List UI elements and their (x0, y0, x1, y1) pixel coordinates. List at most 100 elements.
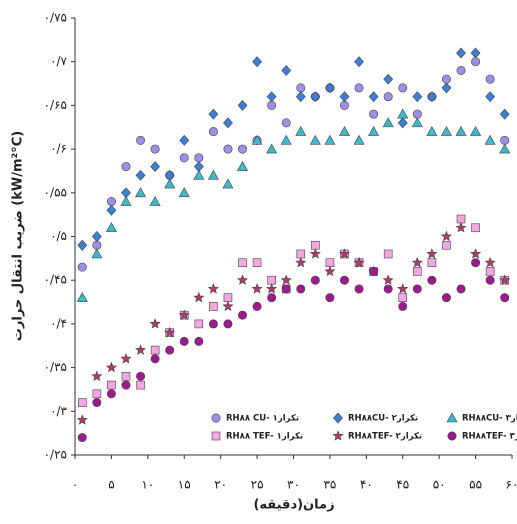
x-tick-label: ۱۰ (141, 478, 154, 492)
y-tick-label: ۰/۳۵ (44, 360, 67, 374)
point (398, 83, 408, 93)
point (77, 239, 88, 251)
point (91, 248, 103, 259)
point (121, 162, 131, 172)
point (500, 293, 510, 303)
point (441, 74, 451, 84)
point (91, 231, 102, 242)
point (208, 108, 219, 120)
point (76, 292, 88, 302)
x-tick-label: ۰ (72, 478, 78, 492)
point (339, 91, 350, 103)
legend-marker (447, 431, 457, 441)
point (455, 126, 467, 136)
point (281, 64, 292, 76)
point (338, 126, 350, 136)
point (383, 284, 393, 294)
point (165, 345, 175, 355)
point (238, 258, 247, 268)
point (194, 336, 204, 346)
point (252, 301, 262, 311)
legend-marker (332, 430, 344, 441)
x-axis-label: زمان(دقیقه) (253, 498, 334, 513)
point (150, 345, 160, 355)
point (135, 187, 147, 198)
y-tick-label: ۰/۲۵ (44, 448, 67, 462)
point (325, 82, 335, 94)
point (266, 143, 278, 154)
point (267, 293, 277, 303)
point (369, 109, 379, 119)
legend-label: RH۸۸TEF- تکرار۲ (348, 432, 422, 442)
point (77, 262, 87, 272)
point (76, 414, 88, 425)
point (383, 92, 393, 102)
point (456, 284, 466, 294)
point (485, 74, 495, 84)
point (397, 117, 408, 129)
point (135, 169, 146, 181)
legend-marker (211, 431, 221, 441)
point (411, 256, 423, 268)
legend-marker (446, 412, 458, 423)
y-tick-label: ۰/۴ (50, 316, 67, 330)
point (77, 398, 87, 407)
point (339, 100, 349, 110)
y-tick-label: ۰/۳ (50, 404, 67, 418)
point (194, 319, 204, 329)
point (251, 134, 263, 145)
legend-label: RH۸۸CU- تکرار۲ (348, 414, 418, 424)
point (237, 274, 249, 285)
point (149, 195, 161, 206)
point (354, 83, 364, 93)
point (193, 291, 205, 303)
point (105, 361, 117, 373)
point (471, 223, 480, 233)
point (106, 197, 116, 207)
point (266, 91, 277, 103)
point (296, 83, 306, 93)
point (471, 258, 481, 268)
point (500, 135, 510, 145)
point (426, 126, 438, 136)
point (150, 354, 160, 364)
point (499, 274, 511, 285)
point (150, 161, 161, 173)
x-tick-label: ۲۵ (251, 478, 264, 492)
point (485, 267, 495, 276)
point (121, 372, 131, 381)
point (485, 91, 496, 103)
point (251, 283, 263, 294)
point (456, 214, 466, 224)
point (324, 265, 336, 277)
point (441, 293, 451, 303)
point (353, 256, 365, 268)
legend-marker (333, 412, 343, 424)
point (280, 134, 292, 145)
point (178, 187, 190, 198)
point (484, 256, 496, 268)
y-axis-label: ضریب انتقال حرارت (kW/m²°C) (11, 131, 26, 341)
point (470, 248, 482, 259)
point (223, 319, 233, 329)
point (120, 195, 132, 206)
point (382, 274, 394, 285)
point (398, 301, 408, 311)
y-tick-label: ۰/۷ (50, 54, 67, 68)
x-tick-label: ۳۰ (287, 478, 300, 492)
point (252, 258, 262, 268)
point (92, 389, 102, 399)
point (296, 284, 306, 294)
point (267, 275, 276, 285)
point (223, 117, 233, 129)
point (238, 144, 248, 154)
point (484, 134, 496, 145)
point (499, 143, 511, 154)
point (92, 240, 102, 250)
point (179, 134, 190, 146)
point (223, 144, 233, 154)
point (207, 169, 219, 180)
point (397, 283, 409, 294)
legend-label: RH۸۸ TEF- تکرار۱ (226, 432, 303, 442)
point (280, 274, 292, 285)
